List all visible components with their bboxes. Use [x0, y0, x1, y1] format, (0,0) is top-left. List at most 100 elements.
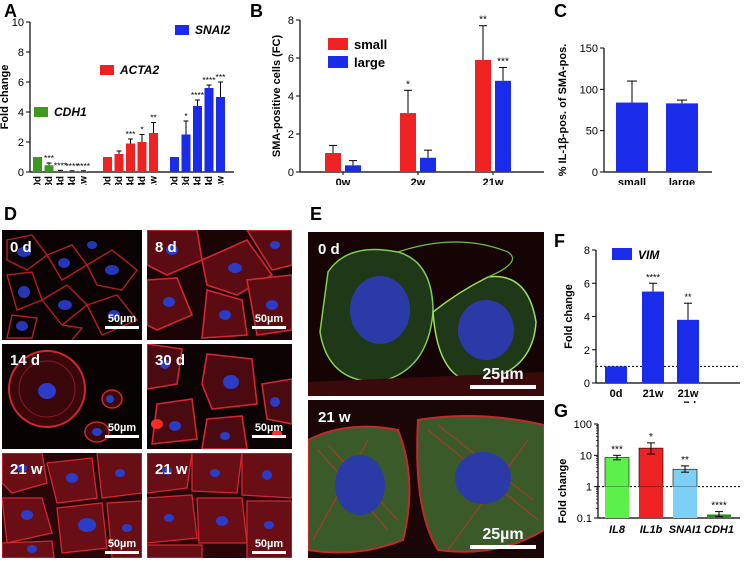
- scale-bar-label: 50µm: [107, 538, 137, 550]
- x-tick-label: 21w: [79, 176, 90, 185]
- scale-bar-d-0d: 50µm: [105, 313, 139, 329]
- significance-label: *: [184, 111, 188, 121]
- y-tick-label: 100: [580, 84, 598, 96]
- legend-label-small: small: [354, 37, 387, 52]
- significance-label: ****: [711, 501, 727, 512]
- x-tick-label: 21w: [643, 388, 664, 400]
- y-axis-label: % IL-1β-pos. of SMA-pos.: [557, 44, 569, 177]
- bar-SNAI1-base: [673, 486, 697, 518]
- micrograph-label-d-21w-left: 21 w: [10, 461, 43, 478]
- bar-SNAI2-8d: [181, 134, 191, 172]
- micrograph-d-8d: [147, 230, 292, 340]
- bar-IL1b: [638, 447, 664, 487]
- legend-label-ACTA2: ACTA2: [119, 63, 159, 77]
- bar-21w: [642, 291, 664, 383]
- significance-label: ***: [216, 72, 227, 82]
- significance-label: **: [684, 292, 692, 302]
- x-tick-label: 0d: [103, 176, 114, 185]
- scale-bar-d-21w-left: 50µm: [105, 538, 139, 554]
- significance-label: ***: [497, 57, 509, 68]
- significance-label: ***: [611, 444, 623, 455]
- bar-ACTA2-14d: [126, 143, 135, 172]
- scale-bar-label: 50µm: [254, 538, 284, 550]
- x-tick-label: 21w: [483, 177, 504, 185]
- scale-bar-line: [252, 551, 286, 554]
- panel-label-g: G: [554, 401, 569, 421]
- bar-CDH1-8d: [44, 165, 54, 172]
- y-tick-label: 0: [288, 167, 294, 179]
- x-tick-label: 14d: [126, 176, 137, 185]
- micrograph-d-14d: [2, 344, 142, 449]
- micrograph-e-21w: [308, 400, 544, 558]
- x-tick-label: 2w: [411, 177, 426, 185]
- y-tick-label: 2: [584, 345, 590, 357]
- y-tick-label: 6: [584, 278, 590, 290]
- y-tick-label: 8: [584, 245, 590, 257]
- x-tick-label: 0w: [336, 177, 351, 185]
- y-axis-label: Fold change: [0, 65, 11, 130]
- scale-bar-label: 25µm: [482, 526, 524, 543]
- scale-bar-e-0d: 25µm: [470, 366, 536, 389]
- legend-label-large: large: [354, 55, 385, 70]
- bar-CDH1-21w: [79, 171, 88, 172]
- bar-0d: [605, 366, 627, 383]
- bar-CDH1-14d: [56, 170, 65, 172]
- significance-label: **: [150, 113, 157, 123]
- x-tick-label: 14d: [56, 176, 67, 185]
- scale-bar-label: 50µm: [254, 313, 284, 325]
- y-tick-label: 10: [12, 17, 24, 29]
- y-tick-label: 4: [288, 91, 294, 103]
- x-tick-label: 14d: [193, 176, 204, 185]
- micrograph-label-e-0d: 0 d: [318, 241, 340, 258]
- scale-bar-line: [470, 385, 536, 389]
- bar-small-2w: [400, 113, 416, 172]
- bar-ACTA2-8d: [114, 154, 124, 172]
- y-tick-label: 10: [580, 450, 592, 462]
- x-tick-label: 8d: [114, 176, 125, 185]
- scale-bar-d-8d: 50µm: [252, 313, 286, 329]
- legend-label-vim: VIM: [638, 248, 660, 262]
- y-tick-label: 6: [288, 53, 294, 65]
- panel-label-d: D: [4, 204, 17, 224]
- micrograph-label-d-30d: 30 d: [155, 352, 186, 369]
- scale-bar-line: [252, 435, 286, 438]
- significance-label: ****: [54, 160, 68, 170]
- bar-SNAI2-21w: [216, 97, 225, 172]
- legend-swatch-large: [328, 56, 348, 68]
- significance-label: ****: [65, 161, 79, 171]
- x-tick-label: large: [669, 177, 695, 185]
- x-tick-label: -7d: [680, 400, 697, 403]
- y-tick-label: 150: [580, 43, 598, 55]
- panel-label-b: B: [250, 1, 263, 21]
- bar-SNAI2-0d: [170, 157, 179, 172]
- chart-g-log-fold-change: 0.1 1 10 100 Fold change *** IL8 * IL1b ** SNAI1 **…: [557, 419, 740, 536]
- bar-SNAI2-14d: [193, 106, 202, 172]
- micrograph-d-0d: [2, 230, 142, 340]
- scale-bar-d-21w-right: 50µm: [252, 538, 286, 554]
- x-tick-label: 34d: [137, 176, 148, 185]
- scale-bar-line: [470, 545, 536, 549]
- x-tick-label: IL1b: [640, 524, 663, 536]
- scale-bar-line: [105, 435, 139, 438]
- micrograph-label-d-0d: 0 d: [10, 239, 32, 256]
- scale-bar-line: [252, 326, 286, 329]
- panel-label-f: F: [554, 231, 565, 251]
- y-tick-label: 8: [288, 15, 294, 27]
- x-tick-label: 0d: [610, 388, 623, 400]
- y-tick-label: 1: [586, 482, 592, 494]
- y-tick-label: 4: [584, 312, 590, 324]
- significance-label: ***: [126, 129, 137, 139]
- micrograph-label-d-14d: 14 d: [10, 352, 41, 369]
- x-tick-label: IL8: [609, 524, 626, 536]
- x-tick-label: 0d: [33, 176, 44, 185]
- significance-label: **: [479, 15, 487, 26]
- legend-swatch-vim: [612, 248, 632, 260]
- y-tick-label: 0: [18, 167, 24, 179]
- y-tick-label: 0: [592, 167, 598, 179]
- y-axis-label: Fold change: [557, 459, 569, 524]
- scale-bar-line: [105, 326, 139, 329]
- scale-bar-label: 25µm: [482, 366, 524, 383]
- significance-label: *: [406, 79, 410, 90]
